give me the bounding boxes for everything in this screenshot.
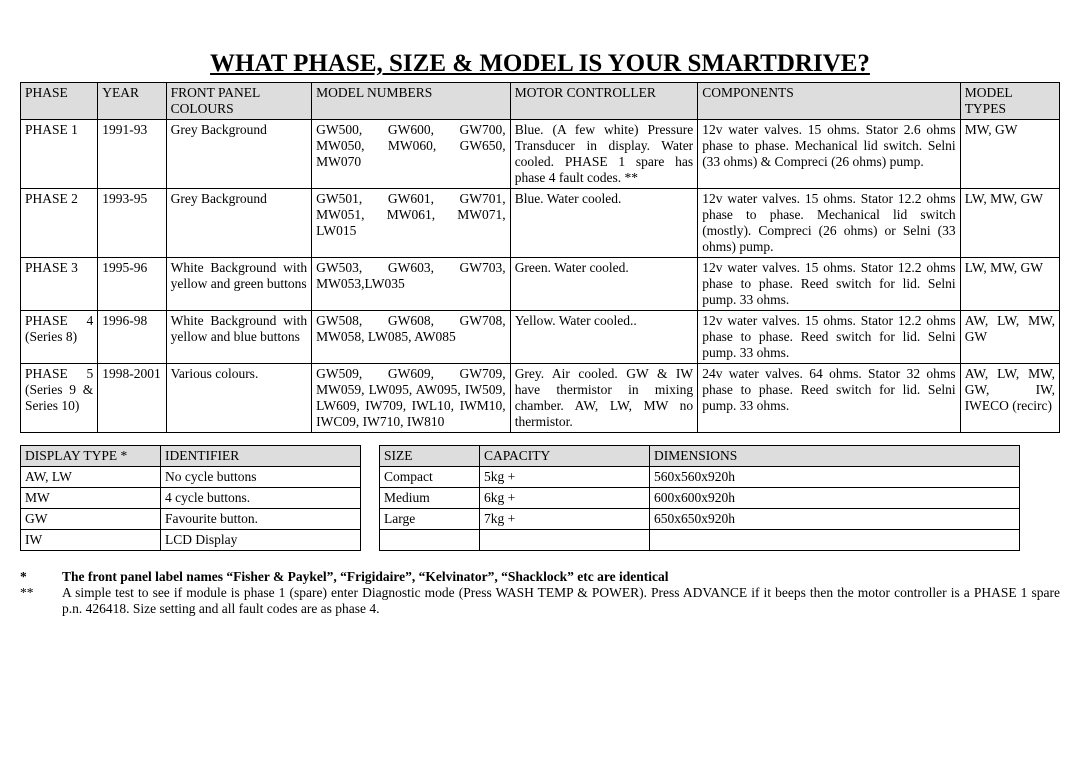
cell: Various colours. [166,364,312,433]
column-header: MODEL NUMBERS [312,83,511,120]
cell: GW [21,509,161,530]
cell [480,530,650,551]
footnote: **A simple test to see if module is phas… [20,585,1060,617]
cell: PHASE 4 (Series 8) [21,311,98,364]
cell: 12v water valves. 15 ohms. Stator 12.2 o… [698,189,961,258]
cell: GW509, GW609, GW709, MW059, LW095, AW095… [312,364,511,433]
cell: 560x560x920h [650,467,1020,488]
cell: Green. Water cooled. [510,258,698,311]
footnote-text: A simple test to see if module is phase … [62,585,1060,617]
cell: 24v water valves. 64 ohms. Stator 32 ohm… [698,364,961,433]
cell [380,530,480,551]
table-row: PHASE 31995-96White Background with yell… [21,258,1060,311]
cell: 5kg + [480,467,650,488]
footnotes: *The front panel label names “Fisher & P… [20,569,1060,617]
size-table: SIZECAPACITYDIMENSIONS Compact5kg +560x5… [379,445,1020,551]
footnote-text: The front panel label names “Fisher & Pa… [62,569,1060,585]
column-header: IDENTIFIER [161,446,361,467]
cell: AW, LW [21,467,161,488]
cell: LW, MW, GW [960,189,1059,258]
cell: White Background with yellow and blue bu… [166,311,312,364]
cell: Favourite button. [161,509,361,530]
table-row: PHASE 11991-93Grey BackgroundGW500, GW60… [21,120,1060,189]
cell: 6kg + [480,488,650,509]
column-header: CAPACITY [480,446,650,467]
cell: GW508, GW608, GW708, MW058, LW085, AW085 [312,311,511,364]
cell: PHASE 1 [21,120,98,189]
cell: Grey. Air cooled. GW & IW have thermisto… [510,364,698,433]
cell: AW, LW, MW, GW [960,311,1059,364]
column-header: SIZE [380,446,480,467]
table-header-row: SIZECAPACITYDIMENSIONS [380,446,1020,467]
cell: 1991-93 [98,120,166,189]
cell: White Background with yellow and green b… [166,258,312,311]
cell: No cycle buttons [161,467,361,488]
phase-table: PHASEYEARFRONT PANEL COLOURSMODEL NUMBER… [20,82,1060,433]
cell: 4 cycle buttons. [161,488,361,509]
cell: Blue. Water cooled. [510,189,698,258]
cell: IW [21,530,161,551]
cell: 7kg + [480,509,650,530]
cell: PHASE 3 [21,258,98,311]
column-header: MODEL TYPES [960,83,1059,120]
table-row: IWLCD Display [21,530,361,551]
cell: 12v water valves. 15 ohms. Stator 12.2 o… [698,311,961,364]
secondary-tables-row: DISPLAY TYPE *IDENTIFIER AW, LWNo cycle … [20,445,1060,551]
cell: Large [380,509,480,530]
cell: MW [21,488,161,509]
cell: PHASE 5 (Series 9 & Series 10) [21,364,98,433]
page-title: WHAT PHASE, SIZE & MODEL IS YOUR SMARTDR… [20,50,1060,78]
table-row: PHASE 21993-95Grey BackgroundGW501, GW60… [21,189,1060,258]
cell: Blue. (A few white) Pressure Transducer … [510,120,698,189]
footnote: *The front panel label names “Fisher & P… [20,569,1060,585]
cell: LCD Display [161,530,361,551]
cell: Yellow. Water cooled.. [510,311,698,364]
table-header-row: PHASEYEARFRONT PANEL COLOURSMODEL NUMBER… [21,83,1060,120]
column-header: DISPLAY TYPE * [21,446,161,467]
table-row: PHASE 4 (Series 8)1996-98White Backgroun… [21,311,1060,364]
footnote-marker: * [20,569,62,585]
column-header: DIMENSIONS [650,446,1020,467]
cell: MW, GW [960,120,1059,189]
table-row: Large7kg +650x650x920h [380,509,1020,530]
cell: GW503, GW603, GW703, MW053,LW035 [312,258,511,311]
cell: LW, MW, GW [960,258,1059,311]
cell: 12v water valves. 15 ohms. Stator 12.2 o… [698,258,961,311]
column-header: COMPONENTS [698,83,961,120]
column-header: PHASE [21,83,98,120]
cell: Grey Background [166,189,312,258]
cell: 1996-98 [98,311,166,364]
cell: 1998-2001 [98,364,166,433]
cell: 1995-96 [98,258,166,311]
column-header: MOTOR CONTROLLER [510,83,698,120]
cell: GW501, GW601, GW701, MW051, MW061, MW071… [312,189,511,258]
cell: 600x600x920h [650,488,1020,509]
table-row: AW, LWNo cycle buttons [21,467,361,488]
cell: Compact [380,467,480,488]
table-row: PHASE 5 (Series 9 & Series 10)1998-2001V… [21,364,1060,433]
page: WHAT PHASE, SIZE & MODEL IS YOUR SMARTDR… [0,0,1080,637]
cell: AW, LW, MW, GW, IW, IWECO (recirc) [960,364,1059,433]
cell: 650x650x920h [650,509,1020,530]
table-row: Compact5kg +560x560x920h [380,467,1020,488]
footnote-marker: ** [20,585,62,617]
cell: 1993-95 [98,189,166,258]
table-row: GWFavourite button. [21,509,361,530]
table-row [380,530,1020,551]
display-type-table: DISPLAY TYPE *IDENTIFIER AW, LWNo cycle … [20,445,361,551]
cell: Medium [380,488,480,509]
cell: Grey Background [166,120,312,189]
cell: PHASE 2 [21,189,98,258]
table-row: Medium6kg +600x600x920h [380,488,1020,509]
table-header-row: DISPLAY TYPE *IDENTIFIER [21,446,361,467]
column-header: FRONT PANEL COLOURS [166,83,312,120]
cell: 12v water valves. 15 ohms. Stator 2.6 oh… [698,120,961,189]
cell: GW500, GW600, GW700, MW050, MW060, GW650… [312,120,511,189]
table-row: MW4 cycle buttons. [21,488,361,509]
cell [650,530,1020,551]
column-header: YEAR [98,83,166,120]
